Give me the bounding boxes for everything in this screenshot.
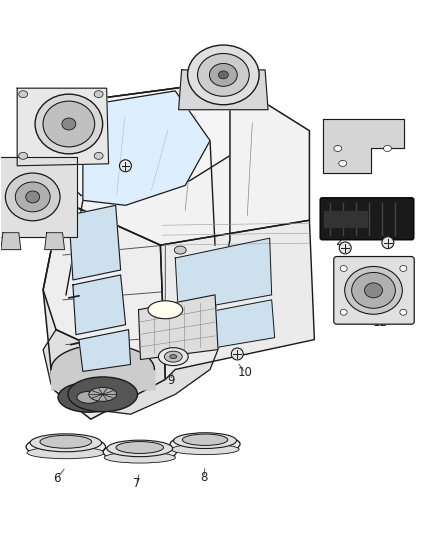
Ellipse shape bbox=[94, 91, 103, 98]
Ellipse shape bbox=[62, 118, 76, 130]
Ellipse shape bbox=[170, 354, 177, 359]
Polygon shape bbox=[160, 220, 314, 379]
Ellipse shape bbox=[400, 309, 407, 315]
Polygon shape bbox=[61, 81, 309, 245]
Ellipse shape bbox=[103, 442, 177, 462]
Polygon shape bbox=[324, 211, 367, 227]
Ellipse shape bbox=[43, 101, 95, 147]
Ellipse shape bbox=[334, 146, 342, 151]
Polygon shape bbox=[69, 205, 120, 280]
Ellipse shape bbox=[26, 191, 40, 203]
Ellipse shape bbox=[26, 436, 106, 458]
Ellipse shape bbox=[174, 246, 186, 254]
Ellipse shape bbox=[19, 152, 28, 159]
Ellipse shape bbox=[182, 434, 228, 446]
Text: 9: 9 bbox=[167, 374, 175, 387]
Ellipse shape bbox=[345, 266, 403, 314]
Text: 1: 1 bbox=[365, 123, 373, 136]
Text: 10: 10 bbox=[238, 366, 253, 379]
Text: 7: 7 bbox=[133, 478, 140, 490]
Polygon shape bbox=[17, 88, 109, 166]
Ellipse shape bbox=[77, 391, 101, 403]
Ellipse shape bbox=[148, 301, 183, 319]
Text: 3: 3 bbox=[52, 94, 60, 108]
Ellipse shape bbox=[30, 434, 102, 452]
Ellipse shape bbox=[382, 237, 394, 248]
Ellipse shape bbox=[159, 348, 188, 366]
Ellipse shape bbox=[107, 440, 173, 457]
Ellipse shape bbox=[340, 265, 347, 271]
Ellipse shape bbox=[171, 444, 239, 455]
Ellipse shape bbox=[35, 94, 102, 154]
Ellipse shape bbox=[400, 265, 407, 271]
Ellipse shape bbox=[352, 272, 396, 308]
Text: 6: 6 bbox=[53, 472, 61, 485]
Ellipse shape bbox=[5, 173, 60, 221]
Ellipse shape bbox=[339, 242, 351, 254]
Text: 5: 5 bbox=[9, 171, 16, 184]
Polygon shape bbox=[175, 238, 272, 312]
Ellipse shape bbox=[231, 348, 243, 360]
Ellipse shape bbox=[187, 45, 259, 104]
Ellipse shape bbox=[94, 152, 103, 159]
Text: 13: 13 bbox=[388, 224, 403, 237]
Polygon shape bbox=[179, 70, 268, 110]
Ellipse shape bbox=[27, 447, 105, 459]
Polygon shape bbox=[43, 81, 230, 360]
Polygon shape bbox=[323, 119, 404, 173]
Polygon shape bbox=[45, 233, 64, 249]
Ellipse shape bbox=[364, 283, 382, 298]
Text: 8: 8 bbox=[200, 471, 208, 484]
Ellipse shape bbox=[19, 91, 28, 98]
Text: 11: 11 bbox=[215, 45, 230, 58]
Ellipse shape bbox=[164, 351, 182, 362]
Ellipse shape bbox=[104, 452, 176, 463]
Ellipse shape bbox=[15, 182, 50, 212]
Polygon shape bbox=[178, 300, 275, 353]
Polygon shape bbox=[138, 295, 218, 360]
Polygon shape bbox=[73, 275, 126, 335]
Polygon shape bbox=[79, 330, 131, 372]
Ellipse shape bbox=[340, 309, 347, 315]
Ellipse shape bbox=[384, 146, 392, 151]
Ellipse shape bbox=[40, 435, 92, 448]
Polygon shape bbox=[43, 310, 220, 414]
Ellipse shape bbox=[198, 53, 249, 96]
Ellipse shape bbox=[173, 433, 237, 448]
Ellipse shape bbox=[219, 71, 228, 79]
Polygon shape bbox=[66, 81, 230, 200]
Ellipse shape bbox=[58, 382, 120, 412]
Ellipse shape bbox=[116, 441, 163, 454]
Text: 12: 12 bbox=[373, 316, 388, 329]
Polygon shape bbox=[1, 233, 21, 249]
Text: 2: 2 bbox=[335, 235, 343, 247]
Polygon shape bbox=[83, 91, 210, 205]
Text: 4: 4 bbox=[114, 146, 122, 159]
Ellipse shape bbox=[209, 63, 237, 86]
Polygon shape bbox=[0, 157, 78, 237]
Polygon shape bbox=[43, 200, 165, 419]
Ellipse shape bbox=[89, 387, 117, 401]
Ellipse shape bbox=[339, 160, 347, 166]
FancyBboxPatch shape bbox=[320, 198, 413, 240]
Ellipse shape bbox=[120, 160, 131, 172]
Ellipse shape bbox=[170, 434, 240, 454]
Ellipse shape bbox=[68, 377, 138, 411]
Polygon shape bbox=[49, 212, 63, 232]
FancyBboxPatch shape bbox=[334, 256, 414, 324]
